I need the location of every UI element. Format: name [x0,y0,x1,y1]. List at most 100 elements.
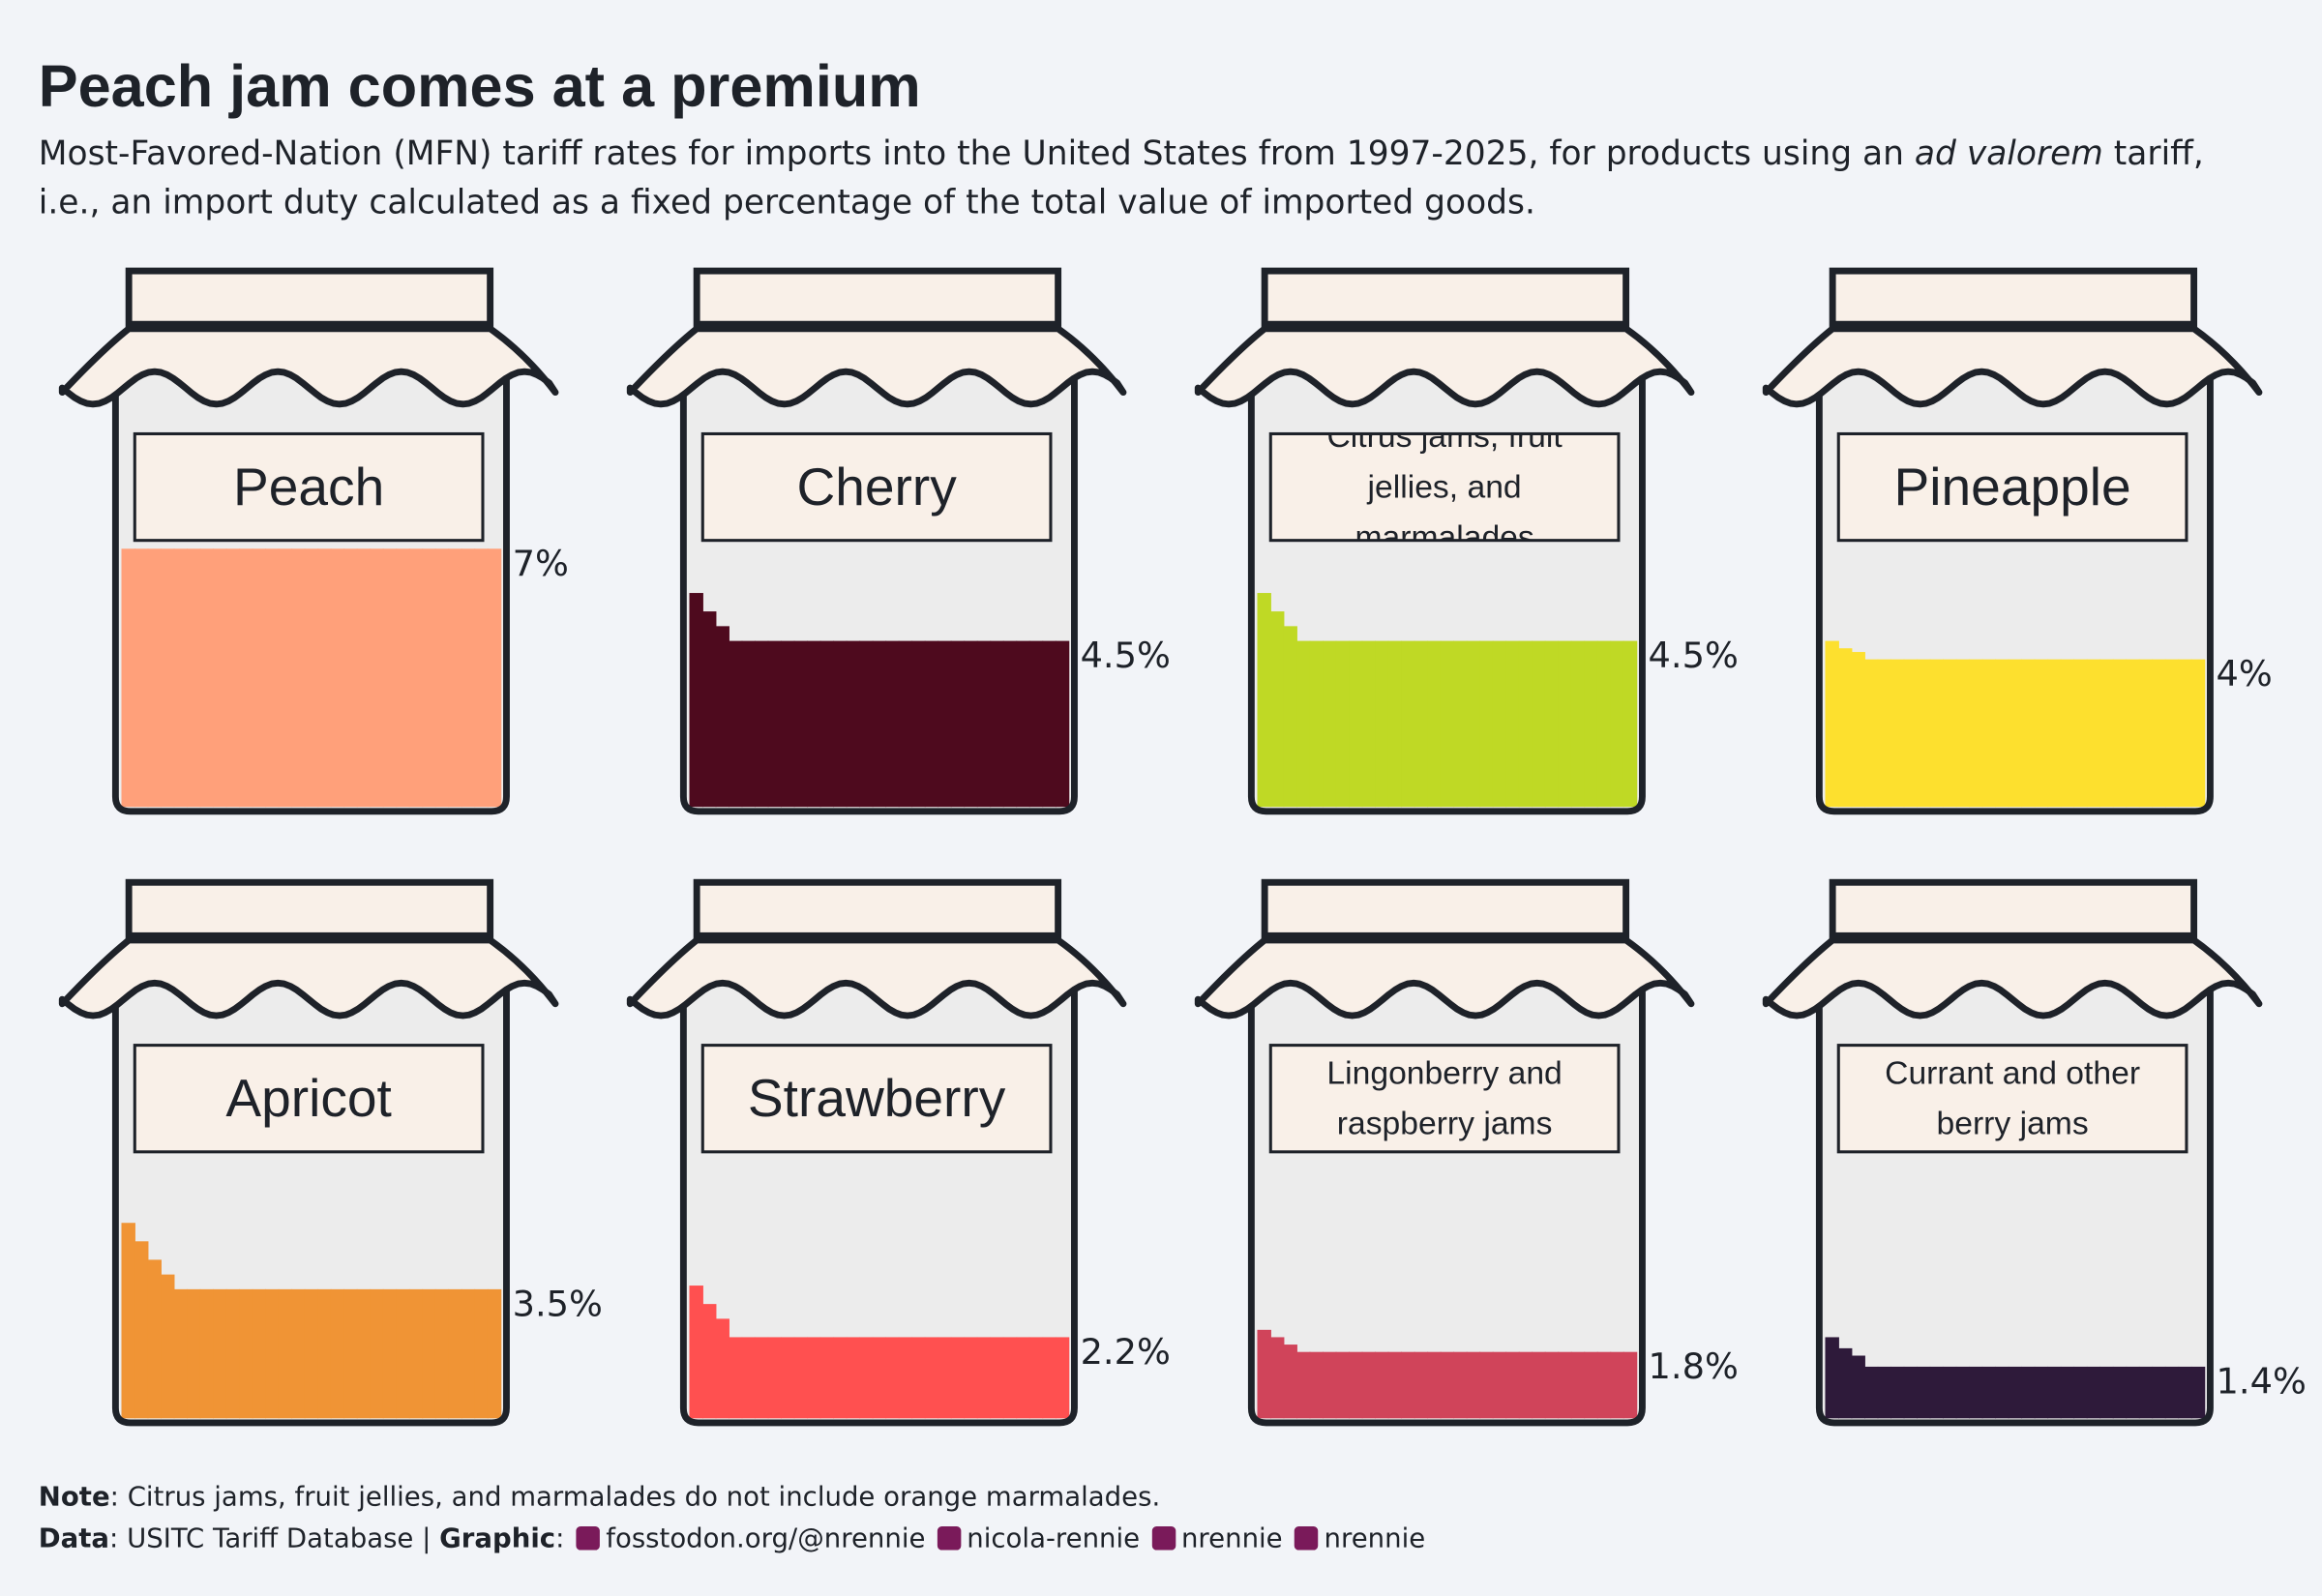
jam-bar [1518,1351,1533,1419]
jam-bar [1257,1329,1271,1419]
jam-bar [161,548,175,808]
jar-outline [679,363,1078,815]
jam-bar [2047,1366,2062,1419]
jam-bar [1955,659,1971,808]
jam-bar [487,1288,502,1419]
jar-lid [125,878,494,939]
caption-note: Note: Citrus jams, fruit jellies, and ma… [39,1478,1964,1520]
jam-bar [1042,640,1057,808]
jar: Apricot 3.5% [58,878,603,1427]
jam-bar [2152,1366,2166,1419]
jam-bar [964,640,978,808]
jam-bar [2138,1366,2154,1419]
jam-bar [161,1274,175,1419]
jam-bar [1270,611,1285,808]
jam-bar [173,548,188,808]
jam-bar [265,1288,280,1419]
jam-bar [885,640,900,808]
jam-bar [911,1337,926,1419]
jam-bar [1401,1351,1415,1419]
jam-bar [689,593,703,808]
jar-label-holder: Strawberry [747,1067,1006,1129]
jam-bar [1335,640,1350,808]
subtitle-part: tariff, i.e., an import duty calculated … [38,134,2204,222]
jam-bar [1387,640,1403,808]
jam-bar [1270,1337,1285,1419]
jam-bar [1864,1366,1879,1419]
jam-bar [1479,640,1494,808]
jam-bar [767,1337,782,1419]
jam-bar [1969,1366,1983,1419]
jam-bar [872,640,887,808]
jam-bar [1903,659,1918,808]
jam-bar [1825,640,1839,808]
jam-bar [1309,1351,1324,1419]
jar-cloth [58,325,559,408]
jam-bar [1864,659,1879,808]
jar-label-box [133,1044,485,1154]
jam-bar [938,1337,952,1419]
jam-bar [1296,1351,1311,1419]
jar: Lingonberry and raspberry jams 1.8% [1194,878,1739,1427]
jam-bar [343,548,358,808]
jam-bar [1492,640,1507,808]
caption-text: : [555,1523,565,1555]
jam-bar [781,640,795,808]
jam-bar [1440,1351,1455,1419]
jam-bar [461,1288,476,1419]
jam-bar [356,548,372,808]
jam-bar [134,1241,149,1419]
jar-label-holder: Lingonberry and raspberry jams [1326,1054,1562,1141]
jam-bar [213,1288,227,1419]
jam-bar [225,1288,241,1419]
jam-bar [121,548,135,808]
jam-bar [239,548,253,808]
jam-bar [1917,659,1931,808]
jam-bar [872,1337,887,1419]
jar-label-holder: Currant and other berry jams [1885,1054,2140,1141]
jar-outline [1815,363,2214,815]
jam-bar [396,1288,410,1419]
caption-link: nrennie [1324,1523,1426,1555]
jam-bar [793,640,809,808]
jam-bar [1349,1351,1363,1419]
caption-data: Data: USITC Tariff Database | Graphic: fo… [39,1519,1964,1560]
jam-bar [304,1288,319,1419]
icon [1294,1526,1319,1551]
jam-bar [1995,1366,2009,1419]
jam-bar [755,640,769,808]
jar-cloth [626,325,1127,408]
caption-link: fosstodon.org/@nrennie [606,1523,926,1555]
jam-bar [1335,1351,1350,1419]
subtitle-part: Most-Favored-Nation (MFN) tariff rates f… [38,134,1915,174]
jam-bar [819,640,835,808]
jam-bar [1401,640,1415,808]
jam-bar [1917,1366,1931,1419]
jam-bar [199,1288,215,1419]
jam-bar [846,1337,861,1419]
jam-bar [121,1223,135,1419]
jam-bar [729,640,743,808]
caption-label: Note [38,1482,110,1514]
jam-bar [278,1288,293,1419]
jam-bar [729,1337,743,1419]
jam-bar [1479,1351,1494,1419]
jam-bar [1414,640,1429,808]
caption-link: nrennie [1180,1523,1283,1555]
caption-box: Note: Citrus jams, fruit jellies, and ma… [39,1478,1964,1560]
jam-bar [1596,1351,1612,1419]
jam-bar [1518,640,1533,808]
jam-bar [819,1337,835,1419]
jar-lid [1261,878,1630,939]
jar-outline [679,974,1078,1427]
jam-bar [1453,640,1468,808]
jam-bar [1969,659,1983,808]
jam-bar [2099,1366,2114,1419]
jar-cloth [1762,325,2263,408]
jam-bar [2073,659,2088,808]
jar-label: Strawberry [747,1067,1006,1129]
jar-label-box [1836,431,2188,543]
icon [576,1526,601,1551]
jar-outline [111,974,510,1427]
